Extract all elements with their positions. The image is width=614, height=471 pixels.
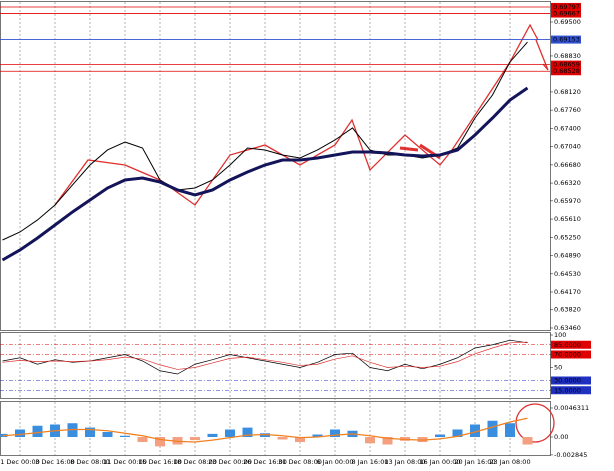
level-label-box <box>551 350 591 359</box>
histogram-bar <box>295 437 305 443</box>
histogram-bar <box>155 437 165 447</box>
x-tick-label: 31 Dec 08:00 <box>278 458 322 466</box>
histogram-bar <box>15 429 25 438</box>
y-tick-label: 0.0046311 <box>554 404 589 412</box>
x-tick-label: 11 Dec 00:00 <box>103 458 147 466</box>
y-tick-label: 0.65970 <box>554 197 581 205</box>
y-tick-label: 0.64170 <box>554 288 581 296</box>
macd-panel <box>0 401 551 456</box>
y-tick-label: 15.0000 <box>554 386 581 394</box>
histogram-bar <box>487 420 498 438</box>
histogram-bar <box>470 424 480 438</box>
annotations <box>54 23 555 443</box>
price-panel <box>0 1 551 331</box>
x-tick-label: 16 Jan 00:00 <box>419 458 460 466</box>
level-label: 0.69153 <box>553 36 580 44</box>
x-tick-label: 8 Jan 16:00 <box>351 458 388 466</box>
histogram-bar <box>312 434 323 438</box>
x-tick-label: 3 Dec 16:00 <box>35 458 75 466</box>
histogram-bar <box>207 433 218 438</box>
series-line <box>1 86 529 262</box>
level-label-box <box>551 67 581 76</box>
y-tick-label: 0.00 <box>554 433 568 441</box>
level-label-box <box>551 376 591 385</box>
histogram-bar <box>330 429 340 438</box>
y-tick-label: 0.65250 <box>554 233 581 241</box>
histogram-bar <box>242 427 253 438</box>
level-label: 0.69667 <box>553 10 580 18</box>
highlight-circle <box>515 403 555 443</box>
signal-line <box>2 417 528 443</box>
level-label: 0.69797 <box>553 3 580 11</box>
y-tick-label: 70.0000 <box>554 351 581 359</box>
y-tick-label: 0.64890 <box>554 252 581 260</box>
level-label-box <box>551 386 591 395</box>
level-label-box <box>551 60 581 69</box>
y-tick-label: 0.67760 <box>554 106 581 114</box>
histogram-bar <box>452 429 463 438</box>
x-tick-label: 23 Dec 00:00 <box>208 458 252 466</box>
x-tick-label: 20 Jan 16:00 <box>454 458 495 466</box>
histogram-bar <box>435 434 445 438</box>
arrow <box>399 146 419 152</box>
x-tick-label: 15 Dec 16:00 <box>138 458 182 466</box>
y-tick-label: 0.67400 <box>554 124 581 132</box>
y-tick-label: 100 <box>554 331 566 339</box>
histogram-bar <box>102 432 113 438</box>
histogram-bar <box>32 425 43 438</box>
level-label-box <box>551 35 581 44</box>
x-tick-label: 13 Jan 08:00 <box>384 458 425 466</box>
x-tick-label: 26 Dec 16:00 <box>243 458 287 466</box>
y-tick-label: 85.0000 <box>554 341 581 349</box>
series-line <box>2 341 528 370</box>
histogram-bar <box>522 437 533 445</box>
y-tick-label: 0.63460 <box>554 324 581 332</box>
histogram-bar <box>382 437 393 445</box>
x-tick-label: 8 Dec 08:00 <box>70 458 110 466</box>
zigzag <box>54 23 539 206</box>
y-tick-label: 0.68830 <box>554 52 581 60</box>
histogram-bar <box>85 427 95 438</box>
y-tick-label: 0.67040 <box>554 143 581 151</box>
y-tick-label: 0.64530 <box>554 270 581 278</box>
y-tick-label: 0.66680 <box>554 161 581 169</box>
histogram-bar <box>225 429 235 438</box>
histogram-bar <box>120 435 130 438</box>
histogram-bar <box>137 437 148 443</box>
level-label-box <box>551 2 581 11</box>
histogram-bar <box>277 437 288 440</box>
y-tick-label: -0.002845 <box>554 451 587 459</box>
level-label: 0.68659 <box>553 61 580 69</box>
y-tick-label: 0.63820 <box>554 306 581 314</box>
level-label-box <box>551 340 591 349</box>
histogram-bar <box>365 437 375 444</box>
y-tick-label: 50 <box>554 364 562 372</box>
y-tick-label: 30.0000 <box>554 377 581 385</box>
x-tick-label: 1 Dec 00:00 <box>0 458 40 466</box>
y-tick-label: 0.65610 <box>554 215 581 223</box>
histogram-bar <box>505 423 515 438</box>
panel-frames <box>0 1 551 456</box>
y-tick-label: 0.68120 <box>554 88 581 96</box>
x-tick-label: 18 Dec 08:00 <box>173 458 217 466</box>
oscillator-panel <box>0 332 551 399</box>
y-tick-label: 0.69500 <box>554 18 581 26</box>
x-tick-label: 6 Jan 00:00 <box>316 458 353 466</box>
y-tick-label: 0.66320 <box>554 179 581 187</box>
level-label-box <box>551 9 581 18</box>
histogram-bar <box>190 437 200 441</box>
level-label: 0.68528 <box>553 67 580 75</box>
x-tick-label: 23 Jan 08:00 <box>489 458 530 466</box>
arrow <box>535 39 549 71</box>
